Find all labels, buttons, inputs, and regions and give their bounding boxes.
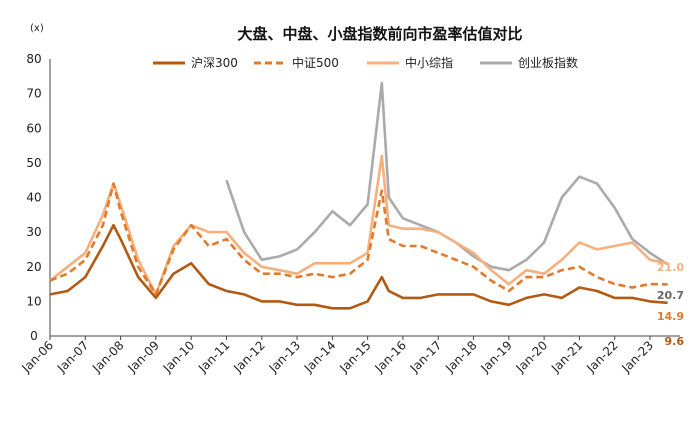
x-tick-label: Jan-07 xyxy=(54,338,92,376)
y-tick-label: 40 xyxy=(26,191,41,205)
y-axis-unit-label: (x) xyxy=(30,23,44,34)
series-line xyxy=(49,223,668,310)
legend: 沪深300 中证500 中小综指 创业板指数 xyxy=(153,55,578,70)
x-tick-label: Jan-22 xyxy=(583,338,621,376)
series-end-label: 20.7 xyxy=(657,289,684,302)
x-tick-label: Jan-20 xyxy=(513,338,551,376)
y-tick-label: 50 xyxy=(26,156,41,170)
x-tick-label: Jan-08 xyxy=(89,338,127,376)
y-tick-label: 0 xyxy=(30,329,38,343)
x-tick-label: Jan-15 xyxy=(336,338,374,376)
x-tick-label: Jan-16 xyxy=(372,338,410,376)
series-end-label: 14.9 xyxy=(657,310,684,323)
x-tick-label: Jan-19 xyxy=(477,338,515,376)
series-end-label: 21.0 xyxy=(657,261,684,274)
chart-title: 大盘、中盘、小盘指数前向市盈率估值对比 xyxy=(237,25,522,43)
plot-area xyxy=(49,81,669,310)
y-tick-label: 10 xyxy=(26,294,41,308)
x-tick-label: Jan-14 xyxy=(301,338,339,376)
series-line xyxy=(49,182,668,296)
x-tick-label: Jan-13 xyxy=(266,338,304,376)
x-tick-label: Jan-11 xyxy=(195,338,233,376)
y-tick-label: 20 xyxy=(26,260,41,274)
y-axis: 0 10 20 30 40 50 60 70 80 xyxy=(26,52,51,343)
legend-label: 沪深300 xyxy=(191,56,238,70)
y-tick-label: 70 xyxy=(26,87,41,101)
x-tick-label: Jan-12 xyxy=(230,338,268,376)
x-tick-label: Jan-21 xyxy=(548,338,586,376)
legend-label: 创业板指数 xyxy=(518,55,578,70)
legend-label: 中小综指 xyxy=(405,55,453,70)
legend-label: 中证500 xyxy=(292,55,339,70)
series-line xyxy=(225,81,669,272)
y-tick-label: 60 xyxy=(26,121,41,135)
x-tick-label: Jan-17 xyxy=(407,338,445,376)
y-tick-label: 30 xyxy=(26,225,41,239)
x-tick-label: Jan-06 xyxy=(19,338,57,376)
x-axis: Jan-06Jan-07Jan-08Jan-09Jan-10Jan-11Jan-… xyxy=(19,335,680,376)
x-tick-label: Jan-09 xyxy=(124,338,162,376)
series-line xyxy=(49,154,668,296)
x-tick-label: Jan-10 xyxy=(160,338,198,376)
x-tick-label: Jan-18 xyxy=(442,338,480,376)
series-end-label: 9.6 xyxy=(665,335,685,348)
end-labels: 9.6 14.9 21.0 20.7 xyxy=(657,261,684,348)
y-tick-label: 80 xyxy=(26,52,41,66)
x-tick-label: Jan-23 xyxy=(619,338,657,376)
